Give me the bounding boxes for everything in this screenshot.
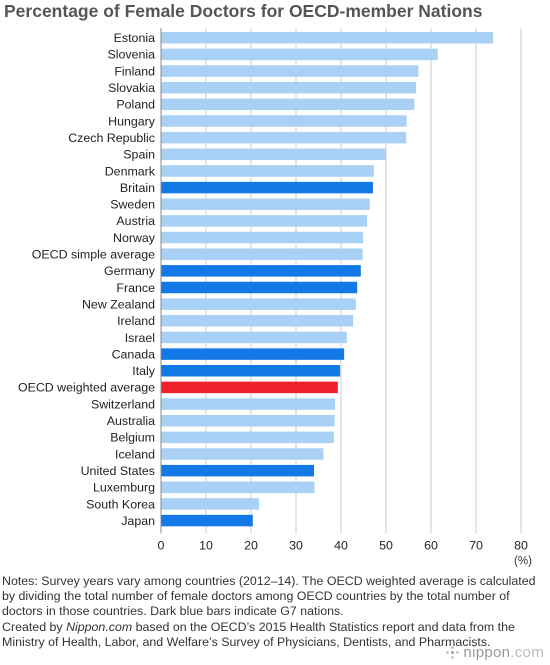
x-tick-label: 10 [199,539,213,553]
category-label: Finland [114,64,155,78]
x-tick-label: 30 [289,539,303,553]
category-label: Poland [116,98,155,112]
bar [161,231,364,244]
bar [161,81,417,94]
bar [161,298,356,310]
bar [161,215,368,227]
category-label: Spain [123,148,155,162]
bar [161,431,334,444]
x-tick-label: 70 [469,539,483,553]
category-label: France [116,281,155,295]
category-label: Ireland [117,314,155,328]
x-tick-label: 80 [514,539,528,553]
bar [161,414,335,427]
bar [161,448,324,460]
credit-rest: based on the OECD’s 2015 Health Statisti… [2,619,515,649]
category-label: Norway [113,231,156,245]
category-label: Iceland [115,447,155,461]
notes-text: Notes: Survey years vary among countries… [2,574,536,619]
category-label: Switzerland [91,397,155,411]
bar [161,248,363,260]
bar [161,514,253,527]
bar [161,464,314,477]
bar [161,265,361,277]
logo-name: nippon [463,644,511,661]
category-label: Austria [116,214,155,228]
bar [161,148,386,161]
category-label: United States [81,464,155,478]
category-label: Slovakia [108,81,155,95]
bar [161,481,315,494]
category-label: Britain [120,181,155,195]
bar [161,115,407,127]
category-label: Denmark [105,164,156,178]
bar [161,348,345,360]
category-label: Japan [121,514,155,528]
bar-chart: Estonia Slovenia Finland Slovakia Poland Hung… [18,28,532,568]
x-tick-label: 40 [334,539,348,553]
chart-title: Percentage of Female Doctors for OECD-me… [4,1,483,21]
category-label: Germany [104,264,156,278]
bar [161,281,358,294]
x-tick-label: 20 [244,539,258,553]
bar [161,365,341,377]
bar [161,65,419,77]
category-label: Hungary [108,114,156,128]
category-label: Czech Republic [68,131,155,145]
category-label: New Zealand [82,297,155,311]
bar [161,498,260,510]
bar [161,381,338,394]
bar [161,48,438,61]
category-label: OECD simple average [32,248,155,262]
category-label: South Korea [86,497,155,511]
category-label: Israel [125,331,155,345]
nippon-logo-icon [446,646,460,659]
nippon-logo: nippon .com [446,644,544,661]
credit-prefix: Created by [2,619,67,634]
credit-line: Created by Nippon.com based on the OECD’… [2,620,550,650]
bar [161,181,373,194]
bar [161,331,347,344]
bar [161,98,415,111]
category-label: Slovenia [107,48,155,62]
category-label: Australia [107,414,155,428]
category-label: Canada [112,347,156,361]
category-label: Italy [132,364,156,378]
category-label: Estonia [114,31,155,45]
x-tick-label: 50 [379,539,393,553]
category-label: OECD weighted average [18,381,155,395]
bar [161,165,374,177]
category-label: Sweden [110,198,155,212]
x-tick-label: 0 [158,539,165,553]
unit-label: (%) [514,556,532,568]
bar [161,398,336,410]
category-label: Belgium [110,431,155,445]
category-label: Luxemburg [93,481,155,495]
logo-suffix: .com [510,644,544,661]
chart-notes: Notes: Survey years vary among countries… [2,574,550,650]
credit-site: Nippon.com [66,619,133,634]
bar [161,131,407,144]
bar [161,315,354,327]
x-tick-label: 60 [424,539,438,553]
bar [161,32,494,44]
bar [161,198,370,210]
